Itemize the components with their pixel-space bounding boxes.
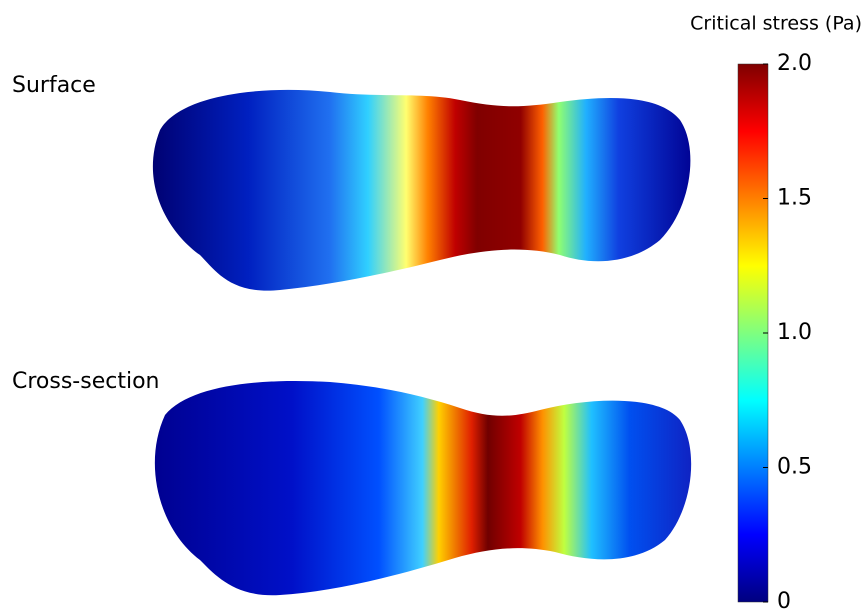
tick-label: 1.5 <box>777 186 812 211</box>
tick-label: 0.5 <box>777 455 812 480</box>
tick-label: 2.0 <box>777 51 812 76</box>
panel-label: Cross-section <box>12 369 159 394</box>
surface-render <box>153 90 691 291</box>
tick-label: 1.0 <box>777 320 812 345</box>
cross-section-render <box>155 381 691 595</box>
panel-label: Surface <box>12 73 96 98</box>
figure: Surface Cross-section Critical stress (P… <box>0 0 866 613</box>
colorbar-title: Critical stress (Pa) <box>690 13 862 35</box>
tick-label: 0 <box>777 589 791 613</box>
